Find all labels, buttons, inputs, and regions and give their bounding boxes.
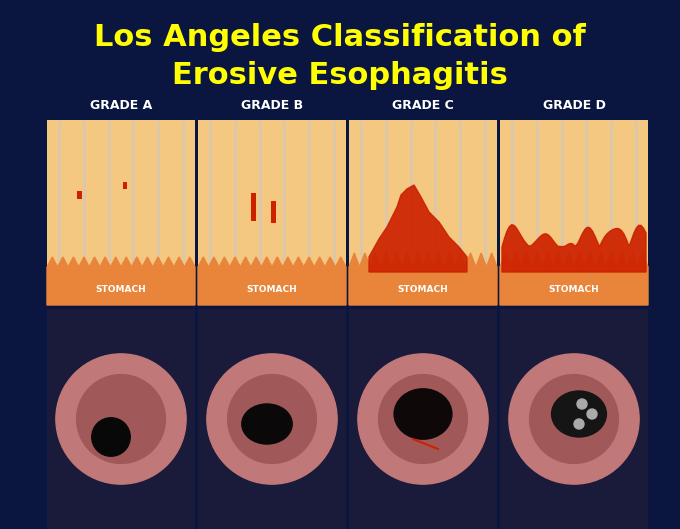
Circle shape [509,354,639,484]
Polygon shape [500,253,648,305]
Polygon shape [502,225,646,272]
Polygon shape [198,257,346,305]
Ellipse shape [394,388,453,440]
Ellipse shape [551,390,607,437]
Bar [349,309,497,529]
Text: STOMACH: STOMACH [96,285,146,294]
Bar [271,201,275,223]
Bar [198,120,346,305]
Circle shape [56,354,186,484]
Polygon shape [47,257,195,305]
Bar [47,120,195,305]
Circle shape [530,375,618,463]
Bar [349,120,497,305]
Text: GRADE C: GRADE C [392,99,454,112]
Circle shape [207,354,337,484]
Text: STOMACH: STOMACH [549,285,599,294]
Text: STOMACH: STOMACH [247,285,297,294]
Circle shape [92,418,131,456]
Bar [500,309,648,529]
Text: GRADE A: GRADE A [90,99,152,112]
Circle shape [379,375,467,463]
Text: GRADE B: GRADE B [241,99,303,112]
Bar [76,191,82,199]
Ellipse shape [241,403,293,445]
Text: GRADE D: GRADE D [543,99,605,112]
Bar [500,120,648,305]
Circle shape [358,354,488,484]
Bar [250,193,256,221]
Circle shape [587,409,597,419]
Circle shape [77,375,165,463]
Polygon shape [369,185,467,272]
Text: Erosive Esophagitis: Erosive Esophagitis [172,60,508,89]
Polygon shape [349,253,497,305]
Circle shape [577,399,587,409]
Bar [198,309,346,529]
Text: Los Angeles Classification of: Los Angeles Classification of [94,23,586,52]
Bar [123,181,127,188]
Text: STOMACH: STOMACH [398,285,448,294]
Circle shape [574,419,584,429]
Circle shape [228,375,316,463]
Bar [47,309,195,529]
